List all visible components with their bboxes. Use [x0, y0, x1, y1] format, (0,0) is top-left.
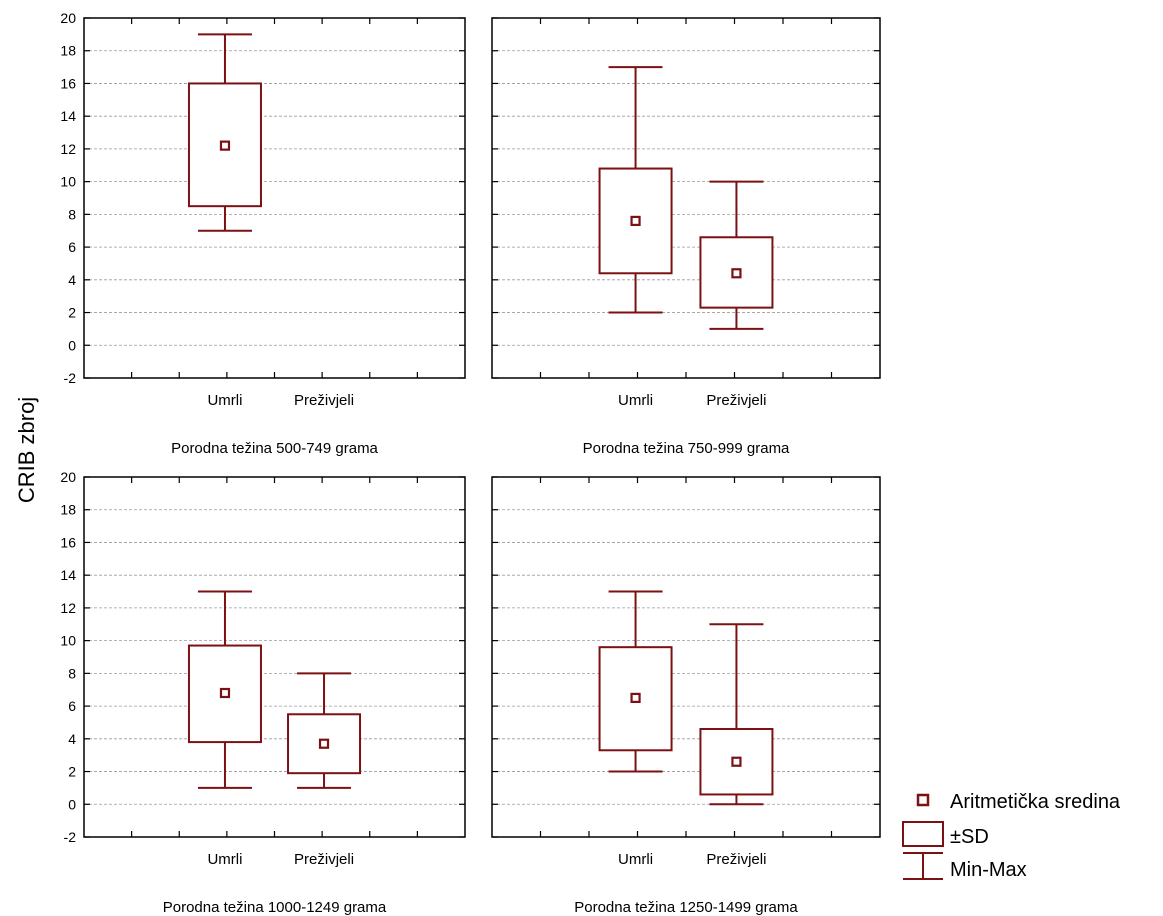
y-tick-label: 6 [68, 698, 76, 714]
y-tick-label: 8 [68, 206, 76, 222]
y-tick-label: 2 [68, 305, 76, 321]
category-label-prezivjeli: Preživjeli [294, 851, 354, 868]
y-tick-label: 4 [68, 272, 76, 288]
panel-title: Porodna težina 1250-1499 grama [574, 899, 798, 916]
legend-mean-label: Aritmetička sredina [950, 791, 1121, 813]
panel-2: Umrli Preživjeli Porodna težina 750-999 gr… [491, 17, 881, 457]
y-tick-label: 18 [60, 502, 76, 518]
mean-marker [219, 687, 231, 699]
box-group [187, 33, 262, 232]
category-label-umrli: Umrli [618, 392, 653, 409]
y-tick-label: 10 [60, 633, 76, 649]
plot-frame [83, 476, 466, 838]
y-tick-label: 0 [68, 337, 76, 353]
y-tick-label: 18 [60, 43, 76, 59]
panel-title: Porodna težina 750-999 grama [583, 440, 790, 457]
y-tick-label: 14 [60, 567, 76, 583]
y-tick-label: 12 [60, 141, 76, 157]
category-label-prezivjeli: Preživjeli [706, 392, 766, 409]
panel-1: -2 0 2 4 6 8 10 12 14 16 18 20 Umrli Preživjeli Porodn… [60, 10, 466, 457]
legend-minmax-label: Min-Max [950, 859, 1027, 881]
y-tick-label: 10 [60, 174, 76, 190]
mean-marker [219, 140, 231, 151]
category-label-umrli: Umrli [207, 851, 242, 868]
mean-marker [731, 268, 742, 279]
plot-frame [491, 476, 881, 838]
legend: Aritmetička sredina ±SD Min-Max [902, 791, 1121, 881]
y-tick-label: 4 [68, 731, 76, 747]
legend-minmax-whisker [903, 852, 943, 880]
category-label-umrli: Umrli [618, 851, 653, 868]
category-label-prezivjeli: Preživjeli [706, 851, 766, 868]
plot-frame [83, 17, 466, 379]
y-tick-label: 20 [60, 469, 76, 485]
legend-sd-label: ±SD [950, 826, 989, 848]
sd-box [287, 713, 362, 775]
box-group [699, 180, 774, 330]
box-group [287, 672, 362, 789]
box-group [699, 623, 774, 806]
y-tick-label: 2 [68, 764, 76, 780]
plot-frame [491, 17, 881, 379]
y-tick-label: 16 [60, 75, 76, 91]
panel-title: Porodna težina 500-749 grama [171, 440, 378, 457]
box-group [598, 590, 673, 773]
y-tick-label: 12 [60, 600, 76, 616]
y-tick-label: 16 [60, 534, 76, 550]
panel-4: Umrli Preživjeli Porodna težina 1250-1499 … [491, 476, 881, 916]
panel-title: Porodna težina 1000-1249 grama [163, 899, 387, 916]
category-label-umrli: Umrli [207, 392, 242, 409]
y-tick-label: -2 [64, 829, 77, 845]
y-axis-label: CRIB zbroj [14, 397, 39, 503]
y-tick-label: 0 [68, 796, 76, 812]
legend-mean-marker [916, 793, 930, 807]
legend-sd-box [902, 821, 944, 847]
y-tick-label: -2 [64, 370, 77, 386]
mean-marker [731, 756, 742, 767]
category-label-prezivjeli: Preživjeli [294, 392, 354, 409]
mean-marker [318, 738, 330, 749]
y-tick-label: 6 [68, 239, 76, 255]
y-tick-label: 14 [60, 108, 76, 124]
panel-3: -2 0 2 4 6 8 10 12 14 16 18 20 Umrli Preživjeli Porodn… [60, 469, 466, 916]
y-tick-label: 20 [60, 10, 76, 26]
mean-marker [630, 215, 641, 227]
box-group [187, 590, 262, 789]
y-tick-label: 8 [68, 665, 76, 681]
box-group [598, 66, 673, 314]
mean-marker [630, 692, 641, 704]
